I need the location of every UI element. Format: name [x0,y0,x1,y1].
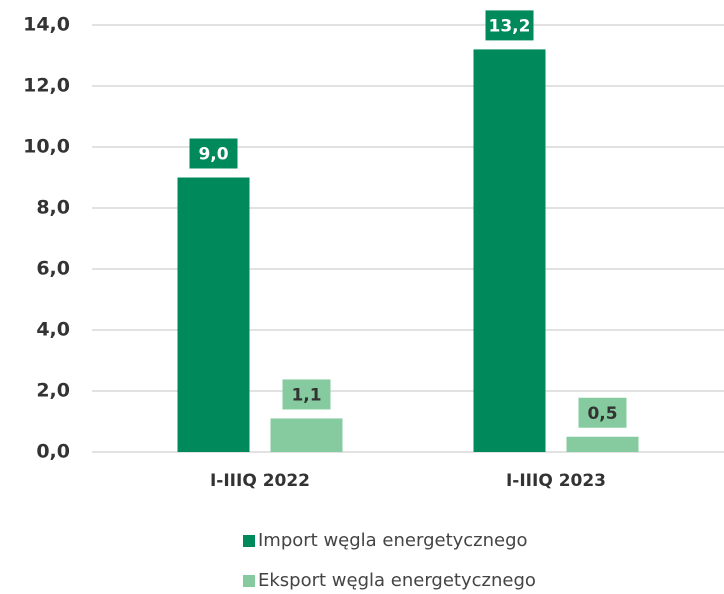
bar [177,177,250,452]
y-tick-label: 10,0 [23,136,70,158]
legend-label: Import węgla energetycznego [258,530,528,551]
y-tick-label: 8,0 [36,197,70,219]
bar [473,49,546,453]
y-tick-label: 2,0 [36,380,70,402]
legend-swatch [243,535,255,547]
y-tick-label: 4,0 [36,319,70,341]
y-tick-label: 14,0 [23,14,70,36]
value-label-box [282,379,331,410]
value-label: 1,1 [291,385,321,405]
value-label-box [578,397,627,428]
y-tick-label: 6,0 [36,258,70,280]
legend-label: Eksport węgla energetycznego [258,570,536,591]
value-label: 13,2 [489,16,531,36]
value-label-box [189,138,238,169]
bar [270,418,343,452]
bar [566,436,639,452]
value-label: 9,0 [198,145,228,165]
y-tick-label: 0,0 [36,441,70,463]
x-tick-label: I-IIIQ 2023 [506,471,606,491]
x-tick-label: I-IIIQ 2022 [210,471,310,491]
y-tick-label: 12,0 [23,75,70,97]
value-label-box [485,10,534,41]
legend-swatch [243,575,255,587]
value-label: 0,5 [587,404,617,424]
